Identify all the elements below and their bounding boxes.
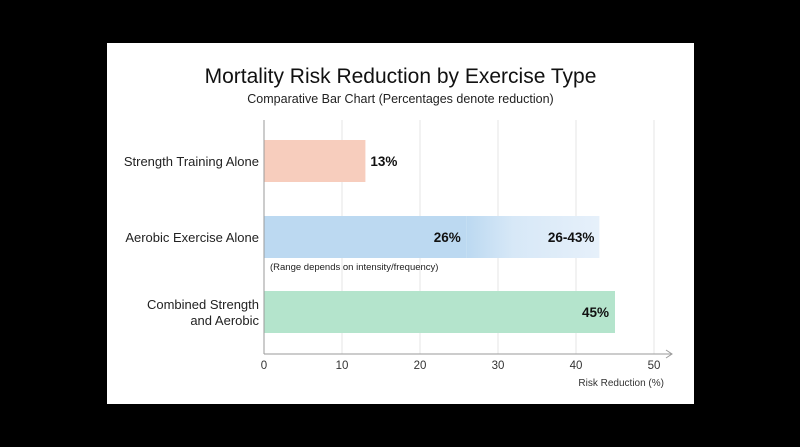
x-tick-label: 20 bbox=[414, 360, 427, 372]
bar bbox=[264, 140, 366, 182]
category-label: and Aerobic bbox=[190, 313, 259, 328]
data-label: 13% bbox=[370, 154, 397, 169]
range-bar bbox=[466, 216, 600, 258]
data-label: 45% bbox=[582, 305, 609, 320]
category-label: Aerobic Exercise Alone bbox=[125, 230, 259, 245]
bar bbox=[264, 216, 467, 258]
x-tick-label: 0 bbox=[261, 360, 267, 372]
range-note: (Range depends on intensity/frequency) bbox=[270, 262, 438, 273]
data-label: 26% bbox=[434, 230, 461, 245]
chart-subtitle: Comparative Bar Chart (Percentages denot… bbox=[247, 92, 554, 106]
x-tick-label: 30 bbox=[492, 360, 505, 372]
bar bbox=[264, 291, 615, 333]
x-tick-label: 50 bbox=[648, 360, 661, 372]
category-label: Combined Strength bbox=[147, 297, 259, 312]
chart-card: Mortality Risk Reduction by Exercise Typ… bbox=[107, 43, 694, 404]
x-tick-label: 10 bbox=[336, 360, 349, 372]
x-tick-label: 40 bbox=[570, 360, 583, 372]
chart-title: Mortality Risk Reduction by Exercise Typ… bbox=[204, 65, 597, 88]
category-label: Strength Training Alone bbox=[124, 154, 259, 169]
x-axis-title: Risk Reduction (%) bbox=[578, 378, 664, 389]
x-axis-arrow bbox=[665, 349, 673, 359]
range-label: 26-43% bbox=[548, 230, 595, 245]
bar-chart: 13% Strength Training Alone 26% 26-43% (Rang… bbox=[124, 120, 673, 389]
